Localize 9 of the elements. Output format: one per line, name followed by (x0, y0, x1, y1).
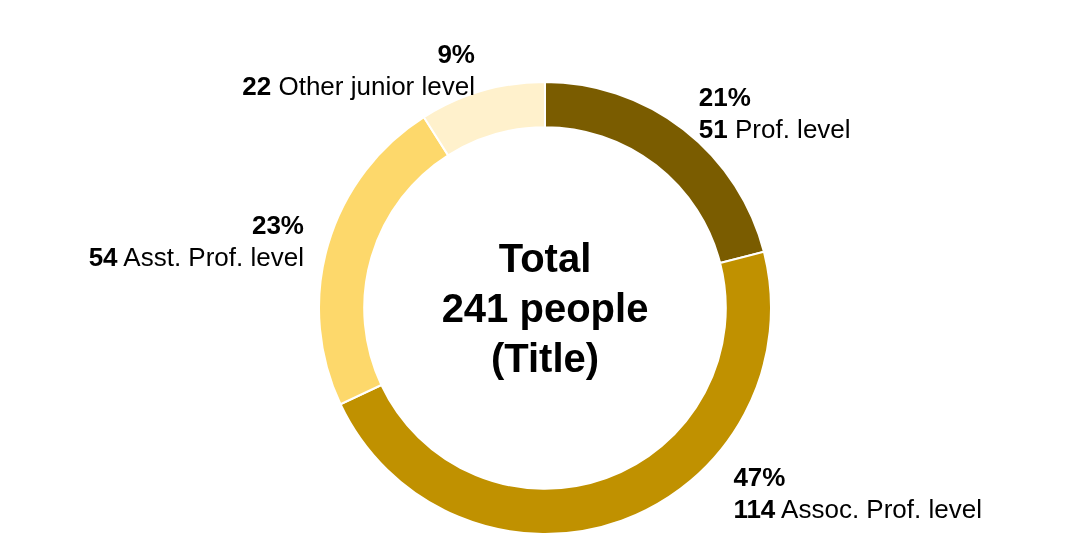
data-label: 21% (698, 81, 751, 112)
slice-label: 114 Assoc. Prof. level (733, 494, 982, 524)
data-label: 9% (437, 38, 475, 69)
data-label: 23% (251, 209, 304, 240)
slice-label: 51 Prof. level (698, 113, 851, 144)
data-label: 47% (733, 462, 786, 492)
slice-label: 54 Asst. Prof. level (88, 241, 304, 272)
slice-label: 22 Other junior level (242, 70, 475, 101)
text: Total 241 people (Title) (441, 236, 649, 380)
